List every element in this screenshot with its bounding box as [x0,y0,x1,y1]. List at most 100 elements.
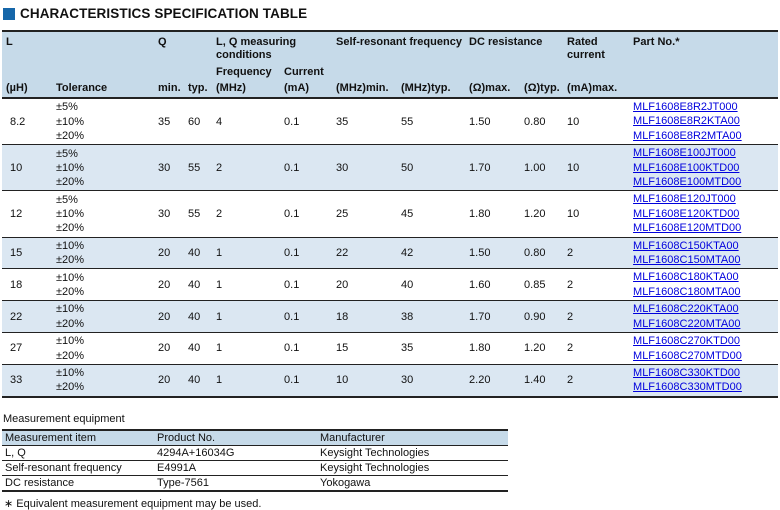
spec-row: 8.2 ±5% ±10% ±20% 35 60 4 0.1 35 55 1.50 0.80 10 MLF1… [2,98,778,145]
dcr-max-value: 1.50 [469,246,491,259]
dcr-max-value: 1.80 [469,207,491,220]
col-header-freq-mhz: (MHz) [216,82,246,94]
tolerance-value: ±10% [56,335,85,348]
dcr-max-value: 1.50 [469,115,491,128]
part-number-link[interactable]: MLF1608E100JT000 [633,147,736,160]
meas-col-product: Product No. [157,431,216,444]
measurement-table-header: Measurement item Product No. Manufacture… [2,429,508,446]
measurement-row: L, Q 4294A+16034G Keysight Technologies [2,445,508,460]
spec-table: L Q L, Q measuring conditions Self-reson… [2,30,778,398]
dcr-typ-value: 0.85 [524,278,546,291]
measuring-frequency-value: 1 [216,278,223,291]
q-typ-value: 60 [188,115,201,128]
part-number-link[interactable]: MLF1608E100KTD00 [633,161,740,174]
srf-min-value: 18 [336,310,349,323]
tolerance-value: ±20% [56,175,85,188]
meas-item: L, Q [5,446,26,459]
col-header-q-typ: typ. [188,82,208,94]
measurement-table: Measurement item Product No. Manufacture… [2,428,508,492]
meas-item: DC resistance [5,476,75,489]
rated-current-value: 10 [567,161,580,174]
tolerance-cell: ±10% ±20% [52,269,154,301]
tolerance-value: ±10% [56,303,85,316]
part-number-link[interactable]: MLF1608E8R2MTA00 [633,129,742,142]
measuring-current-value: 0.1 [284,310,300,323]
part-number-link[interactable]: MLF1608C180KTA00 [633,271,739,284]
srf-min-value: 25 [336,207,349,220]
spec-row: 22 ±10% ±20% 20 40 1 0.1 18 38 1.70 0.90 2 MLF1608C2… [2,300,778,333]
part-number-link[interactable]: MLF1608C270KTD00 [633,335,741,348]
measuring-current-value: 0.1 [284,246,300,259]
l-value: 15 [10,246,23,259]
dcr-typ-value: 0.90 [524,310,546,323]
part-number-cell: MLF1608C150KTA00 MLF1608C150MTA00 [629,237,778,269]
measuring-current-value: 0.1 [284,278,300,291]
q-min-value: 20 [158,374,171,387]
tolerance-cell: ±10% ±20% [52,301,154,333]
dcr-max-value: 2.20 [469,374,491,387]
part-number-link[interactable]: MLF1608E120JT000 [633,193,736,206]
part-number-cell: MLF1608C270KTD00 MLF1608C270MTD00 [629,333,778,365]
meas-manufacturer: Keysight Technologies [320,461,430,474]
q-min-value: 20 [158,310,171,323]
part-number-link[interactable]: MLF1608C220MTA00 [633,317,741,330]
dcr-max-value: 1.70 [469,310,491,323]
q-typ-value: 55 [188,207,201,220]
col-header-current-ma: (mA) [284,82,310,94]
part-number-link[interactable]: MLF1608E8R2JT000 [633,101,738,113]
part-number-link[interactable]: MLF1608C330KTD00 [633,366,741,379]
col-header-tolerance: Tolerance [56,82,108,94]
tolerance-value: ±5% [56,101,78,114]
q-min-value: 30 [158,207,171,220]
measuring-frequency-value: 1 [216,374,223,387]
part-number-link[interactable]: MLF1608C150MTA00 [633,254,741,267]
meas-manufacturer: Yokogawa [320,476,371,489]
q-typ-value: 40 [188,374,201,387]
srf-typ-value: 45 [401,207,414,220]
tolerance-cell: ±10% ±20% [52,364,154,396]
srf-min-value: 10 [336,374,349,387]
part-number-link[interactable]: MLF1608E120KTD00 [633,207,740,220]
part-number-link[interactable]: MLF1608C270MTD00 [633,349,742,362]
q-typ-value: 40 [188,342,201,355]
tolerance-value: ±10% [56,367,85,380]
equipment-note: ∗ Equivalent measurement equipment may b… [4,497,262,510]
l-value: 12 [10,207,23,220]
measuring-current-value: 0.1 [284,207,300,220]
part-number-link[interactable]: MLF1608E8R2KTA00 [633,115,740,128]
part-number-link[interactable]: MLF1608C150KTA00 [633,239,739,252]
measurement-row: Self-resonant frequency E4991A Keysight … [2,460,508,475]
measuring-current-value: 0.1 [284,342,300,355]
meas-col-item: Measurement item [5,431,97,444]
tolerance-cell: ±5% ±10% ±20% [52,98,154,145]
part-number-link[interactable]: MLF1608E100MTD00 [633,176,742,189]
measuring-current-value: 0.1 [284,374,300,387]
tolerance-cell: ±10% ±20% [52,237,154,269]
col-header-rated-current: Rated current [567,36,605,61]
q-min-value: 20 [158,246,171,259]
dcr-typ-value: 0.80 [524,246,546,259]
q-typ-value: 40 [188,278,201,291]
rated-current-value: 2 [567,374,574,387]
part-number-link[interactable]: MLF1608C180MTA00 [633,285,741,298]
col-header-l: L [6,36,13,48]
measurement-row: DC resistance Type-7561 Yokogawa [2,475,508,491]
meas-product: Type-7561 [157,476,209,489]
tolerance-value: ±10% [56,239,85,252]
measuring-current-value: 0.1 [284,115,300,128]
srf-min-value: 15 [336,342,349,355]
meas-product: E4991A [157,461,197,474]
measuring-frequency-value: 1 [216,342,223,355]
l-value: 27 [10,342,23,355]
part-number-link[interactable]: MLF1608C220KTA00 [633,303,739,316]
spec-row: 27 ±10% ±20% 20 40 1 0.1 15 35 1.80 1.20 2 MLF1608C2… [2,332,778,365]
section-header: CHARACTERISTICS SPECIFICATION TABLE [3,6,778,22]
rated-current-value: 2 [567,278,574,291]
part-number-link[interactable]: MLF1608E120MTD00 [633,222,742,235]
part-number-cell: MLF1608C180KTA00 MLF1608C180MTA00 [629,269,778,301]
section-bullet-icon [3,8,15,20]
col-header-lq-conditions: L, Q measuring conditions [216,36,297,61]
part-number-link[interactable]: MLF1608C330MTD00 [633,381,742,394]
tolerance-value: ±20% [56,254,85,267]
